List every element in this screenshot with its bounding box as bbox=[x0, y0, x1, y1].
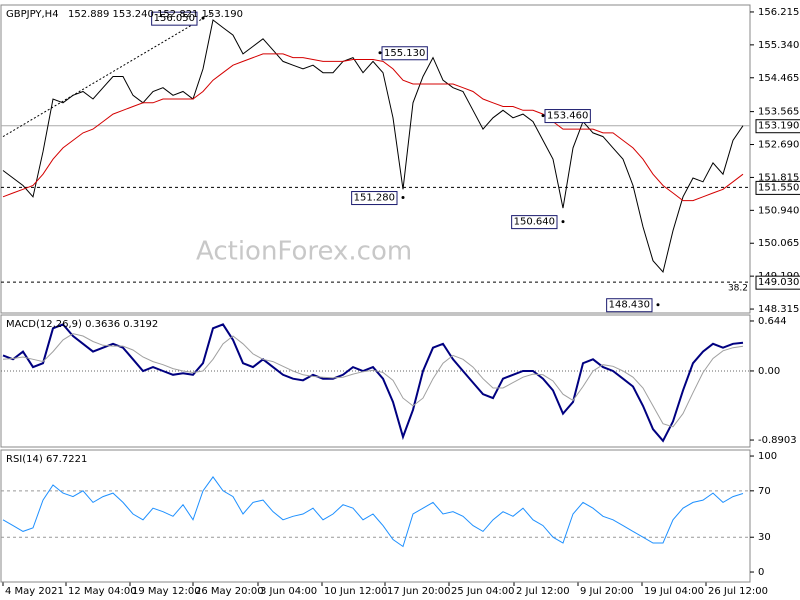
y-tick-label: 155.340 bbox=[758, 40, 799, 51]
panel-title: MACD(12,26,9) 0.3636 0.3192 bbox=[6, 319, 158, 330]
series-line bbox=[2, 323, 744, 443]
annotation-point bbox=[201, 16, 205, 20]
y-tick-label: 30 bbox=[758, 532, 771, 543]
x-tick-label: 17 Jun 20:00 bbox=[387, 586, 451, 597]
panel-title: RSI(14) 67.7221 bbox=[6, 454, 87, 465]
y-tick-label: 0.00 bbox=[758, 366, 780, 377]
watermark: ActionForex.com bbox=[196, 237, 412, 267]
x-tick-label: 19 Jul 04:00 bbox=[644, 586, 704, 597]
series-line bbox=[2, 333, 744, 428]
annotation-label: 153.460 bbox=[547, 111, 588, 122]
x-tick-label: 9 Jul 20:00 bbox=[580, 586, 634, 597]
y-tick-label: 70 bbox=[758, 486, 771, 497]
y-tick-label: 0 bbox=[758, 567, 764, 578]
series-line bbox=[2, 19, 744, 274]
label-box bbox=[606, 298, 653, 313]
label-box bbox=[151, 11, 198, 26]
annotation-point bbox=[561, 220, 565, 224]
annotation-label: 155.130 bbox=[384, 48, 425, 59]
panel-border bbox=[0, 449, 751, 583]
level-label: 151.550 bbox=[758, 182, 799, 193]
label-box bbox=[381, 46, 428, 61]
x-tick-label: 12 May 04:00 bbox=[68, 586, 137, 597]
annotation-label: 148.430 bbox=[609, 300, 650, 311]
y-tick-label: 154.465 bbox=[758, 73, 799, 84]
y-tick-label: 152.690 bbox=[758, 140, 799, 151]
annotation-point bbox=[541, 114, 545, 118]
y-tick-label: 156.215 bbox=[758, 7, 799, 18]
fib-label: 38.2 bbox=[728, 284, 748, 294]
y-tick-label: 153.565 bbox=[758, 107, 799, 118]
label-box bbox=[511, 215, 558, 230]
x-tick-label: 26 May 20:00 bbox=[195, 586, 264, 597]
x-tick-label: 2 Jul 12:00 bbox=[516, 586, 570, 597]
series-line bbox=[2, 476, 744, 548]
x-tick-label: 3 Jun 04:00 bbox=[260, 586, 317, 597]
level-label: 149.030 bbox=[758, 277, 799, 288]
last-price-label: 153.190 bbox=[758, 121, 799, 132]
y-tick-label: 151.815 bbox=[758, 172, 799, 183]
label-box bbox=[755, 180, 800, 195]
y-tick-label: 148.315 bbox=[758, 304, 799, 315]
annotation-point bbox=[656, 303, 660, 307]
x-tick-label: 4 May 2021 bbox=[5, 586, 64, 597]
y-tick-label: -0.8903 bbox=[758, 435, 797, 446]
panel-title: GBPJPY,H4 bbox=[6, 9, 59, 20]
annotation-label: 150.640 bbox=[514, 217, 555, 228]
y-tick-label: 150.940 bbox=[758, 205, 799, 216]
panel-border bbox=[0, 4, 751, 314]
annotation-label: 151.280 bbox=[354, 193, 395, 204]
label-box bbox=[755, 275, 800, 290]
y-tick-label: 0.644 bbox=[758, 316, 787, 327]
annotation-point bbox=[401, 196, 405, 200]
panel-subtitle: 152.889 153.240 152.821 153.190 bbox=[68, 9, 243, 20]
y-tick-label: 100 bbox=[758, 451, 777, 462]
label-box bbox=[755, 119, 800, 134]
x-tick-label: 26 Jul 12:00 bbox=[708, 586, 768, 597]
x-tick-label: 25 Jun 04:00 bbox=[451, 586, 515, 597]
label-box bbox=[544, 109, 591, 124]
label-box bbox=[351, 191, 398, 206]
annotation-point bbox=[378, 51, 382, 55]
x-tick-label: 19 May 12:00 bbox=[132, 586, 201, 597]
series-line bbox=[2, 53, 744, 202]
panel-border bbox=[0, 314, 751, 448]
trendline bbox=[2, 12, 214, 138]
x-tick-label: 10 Jun 12:00 bbox=[324, 586, 388, 597]
y-tick-label: 150.065 bbox=[758, 238, 799, 249]
annotation-label: 156.050 bbox=[154, 13, 195, 24]
